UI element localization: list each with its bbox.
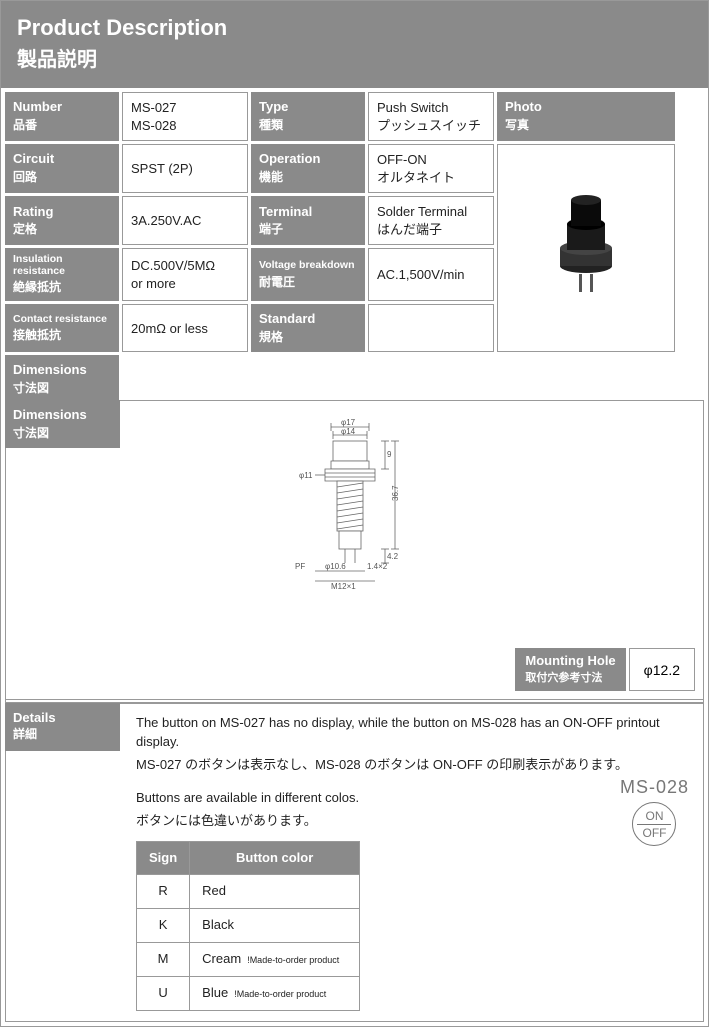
col-sign: Sign [137,841,190,875]
spec-area: Number 品番 MS-027 MS-028 Type 種類 Push Swi… [1,88,708,1026]
dim-h-total: 36.7 [391,485,400,501]
dimensions-panel: Dimensions 寸法図 [5,400,704,700]
title-block: Product Description 製品説明 [1,1,708,88]
dimensions-wrap: Dimensions 寸法図 [5,400,704,700]
on-off-icon: ON OFF [632,802,676,846]
mounting-hole-row: Mounting Hole 取付穴参考寸法 φ12.2 [515,648,695,691]
dim-pin: 1.4×2 [367,562,388,571]
hdr-standard: Standard 規格 [251,304,365,352]
dim-d106: φ10.6 [325,562,346,571]
details-p2-en: Buttons are available in different colos… [136,789,691,808]
hdr-dimensions-overlay: Dimensions 寸法図 [5,400,120,448]
val-rating: 3A.250V.AC [122,196,248,245]
dim-h-cap: 9 [387,450,392,459]
dim-m12: M12×1 [331,582,356,591]
color-table-body: R Red K Black M Cream!Made-to-order prod… [137,875,360,1010]
title-jp: 製品説明 [17,43,692,72]
val-number: MS-027 MS-028 [122,92,248,141]
dim-d14: φ14 [341,427,356,436]
details-p2-jp: ボタンには色違いがあります。 [136,812,691,831]
hdr-insulation: Insulation resistance 絶縁抵抗 [5,248,119,301]
val-contact: 20mΩ or less [122,304,248,352]
val-operation: OFF-ON オルタネイト [368,144,494,193]
hdr-details-overlay: Details 詳細 [5,703,120,751]
hdr-terminal: Terminal 端子 [251,196,365,245]
details-wrap: Details 詳細 The button on MS-027 has no d… [5,703,704,1021]
details-p1-jp: MS-027 のボタンは表示なし、MS-028 のボタンは ON-OFF の印刷… [136,756,691,775]
hdr-mounting: Mounting Hole 取付穴参考寸法 [515,648,625,691]
hdr-photo: Photo 写真 [497,92,675,141]
table-row: M Cream!Made-to-order product [137,943,360,977]
details-text: The button on MS-027 has no display, whi… [136,714,691,1010]
val-terminal: Solder Terminal はんだ端子 [368,196,494,245]
dimension-diagram-icon: φ17 φ14 φ11 9 36.7 4.2 PF φ10.6 1.4×2 M1… [255,411,455,621]
val-standard [368,304,494,352]
photo-cell [497,144,675,352]
col-color: Button color [190,841,360,875]
title-en: Product Description [17,15,692,41]
hdr-rating: Rating 定格 [5,196,119,245]
dim-h-pin: 4.2 [387,552,399,561]
hdr-voltage: Voltage breakdown 耐電圧 [251,248,365,301]
table-row: U Blue!Made-to-order product [137,976,360,1010]
dim-pf: PF [295,562,305,571]
hdr-dimensions: Dimensions 寸法図 [5,355,119,403]
val-circuit: SPST (2P) [122,144,248,193]
val-voltage: AC.1,500V/min [368,248,494,301]
table-row: R Red [137,875,360,909]
val-type: Push Switch プッシュスイッチ [368,92,494,141]
product-spec-sheet: Product Description 製品説明 Number 品番 MS-02… [0,0,709,1027]
table-row: K Black [137,909,360,943]
details-body: Details 詳細 The button on MS-027 has no d… [5,703,704,1021]
val-mounting: φ12.2 [629,648,695,691]
push-switch-photo-icon [541,178,631,318]
hdr-number: Number 品番 [5,92,119,141]
details-p1-en: The button on MS-027 has no display, whi… [136,714,691,752]
spec-grid: Number 品番 MS-027 MS-028 Type 種類 Push Swi… [5,92,704,352]
hdr-type: Type 種類 [251,92,365,141]
val-insulation: DC.500V/5MΩ or more [122,248,248,301]
ms028-badge: MS-028 ON OFF [620,774,689,846]
hdr-contact: Contact resistance 接触抵抗 [5,304,119,352]
dim-d17: φ17 [341,418,356,427]
hdr-circuit: Circuit 回路 [5,144,119,193]
dim-d11: φ11 [299,471,313,480]
button-color-table: Sign Button color R Red K Black [136,841,360,1011]
hdr-operation: Operation 機能 [251,144,365,193]
